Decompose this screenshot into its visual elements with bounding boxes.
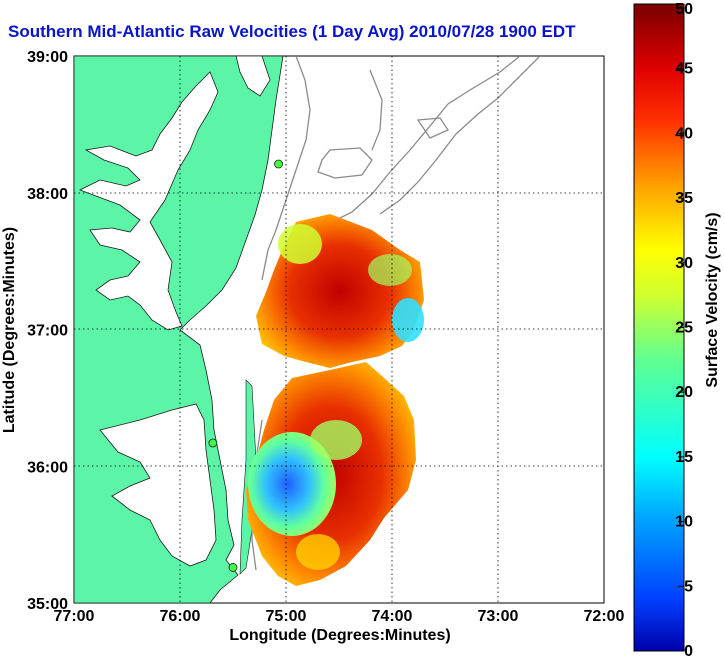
colorbar-tick-label: 20 [675, 384, 693, 401]
y-axis-label: Latitude (Degrees:Minutes) [1, 227, 18, 433]
colorbar-label: Surface Velocity (cm/s) [704, 212, 721, 387]
hf-radar-station [228, 563, 238, 572]
colorbar-tick-label: 40 [675, 125, 693, 142]
hf-radar-station [274, 159, 283, 169]
lat-tick-label: 38:00 [27, 186, 68, 203]
lon-tick-label: 76:00 [160, 608, 201, 625]
lon-tick-label: 72:00 [584, 608, 625, 625]
lon-tick-label: 75:00 [266, 608, 307, 625]
lon-tick-label: 73:00 [478, 608, 519, 625]
delaware-bay [235, 56, 271, 97]
colorbar-tick-label: 35 [675, 190, 693, 207]
station-markers [208, 56, 292, 572]
velocity-field-north [256, 214, 424, 368]
colorbar-tick-label: 25 [675, 320, 693, 337]
latitude-ticks: 39:00 38:00 37:00 36:00 35:00 [27, 49, 68, 613]
colorbar-tick-label: 50 [675, 1, 693, 18]
lat-tick-label: 37:00 [27, 323, 68, 340]
x-axis-label: Longitude (Degrees:Minutes) [229, 627, 450, 644]
colorbar-tick-label: 15 [675, 449, 693, 466]
colorbar-ticks: 0 5 10 15 20 25 30 35 40 45 50 [675, 1, 693, 659]
lat-tick-label: 39:00 [27, 49, 68, 66]
lat-tick-label: 36:00 [27, 459, 68, 476]
colorbar-tick-label: 45 [675, 61, 693, 78]
longitude-ticks: 77:00 76:00 75:00 74:00 73:00 72:00 [54, 608, 625, 625]
pamlico-sound [99, 403, 217, 567]
chesapeake-bay [79, 71, 219, 331]
velocity-field-south [246, 362, 416, 586]
lon-tick-label: 77:00 [54, 608, 95, 625]
page-title: Southern Mid-Atlantic Raw Velocities (1 … [8, 22, 576, 41]
colorbar [633, 3, 685, 652]
colorbar-tick-label: 0 [684, 643, 693, 659]
hf-radar-station [208, 438, 218, 448]
colorbar-tick-label: 5 [684, 578, 693, 595]
colorbar-tick-label: 10 [675, 514, 693, 531]
lon-tick-label: 74:00 [372, 608, 413, 625]
colorbar-tick-label: 30 [675, 255, 693, 272]
lat-tick-label: 35:00 [27, 596, 68, 613]
hf-radar-station [288, 56, 292, 57]
graticule [74, 56, 604, 603]
